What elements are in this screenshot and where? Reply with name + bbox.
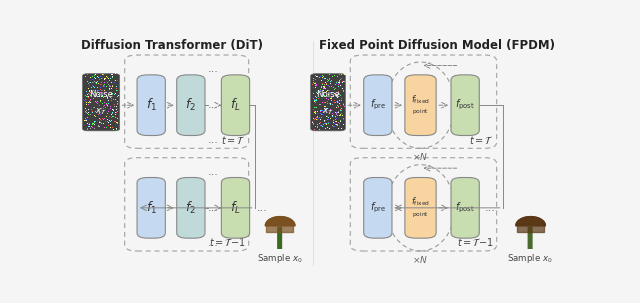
Text: Fixed Point Diffusion Model (FPDM): Fixed Point Diffusion Model (FPDM) xyxy=(319,39,555,52)
Text: $x_\mathcal{T}$: $x_\mathcal{T}$ xyxy=(322,106,334,117)
FancyBboxPatch shape xyxy=(177,75,205,135)
Text: $\times N$: $\times N$ xyxy=(413,151,429,162)
Text: $f_{\rm fixed}$
$_{\rm point}$: $f_{\rm fixed}$ $_{\rm point}$ xyxy=(411,196,430,220)
FancyBboxPatch shape xyxy=(364,178,392,238)
FancyBboxPatch shape xyxy=(451,178,479,238)
Text: $f_{\rm pre}$: $f_{\rm pre}$ xyxy=(370,201,386,215)
FancyBboxPatch shape xyxy=(405,178,436,238)
Text: ...: ... xyxy=(208,135,219,145)
Text: Noise: Noise xyxy=(89,90,113,99)
Text: $f_2$: $f_2$ xyxy=(186,200,196,216)
Text: $t = \mathcal{T}\!-\!1$: $t = \mathcal{T}\!-\!1$ xyxy=(458,236,494,248)
Text: ...: ... xyxy=(208,100,219,110)
FancyBboxPatch shape xyxy=(221,75,250,135)
Text: $f_{\rm post}$: $f_{\rm post}$ xyxy=(455,98,475,112)
Text: Diffusion Transformer (DiT): Diffusion Transformer (DiT) xyxy=(81,39,263,52)
Text: $f_{\rm post}$: $f_{\rm post}$ xyxy=(455,201,475,215)
Text: $f_{\rm pre}$: $f_{\rm pre}$ xyxy=(370,98,386,112)
Text: ...: ... xyxy=(485,203,496,213)
FancyBboxPatch shape xyxy=(451,75,479,135)
Text: $f_1$: $f_1$ xyxy=(146,97,157,113)
Text: Sample $x_0$: Sample $x_0$ xyxy=(507,252,553,265)
FancyBboxPatch shape xyxy=(364,75,392,135)
Text: $f_L$: $f_L$ xyxy=(230,97,241,113)
FancyBboxPatch shape xyxy=(221,178,250,238)
Text: $t = \mathcal{T}$: $t = \mathcal{T}$ xyxy=(469,134,494,145)
Text: Sample $x_0$: Sample $x_0$ xyxy=(257,252,302,265)
FancyBboxPatch shape xyxy=(137,178,165,238)
Text: $f_{\rm fixed}$
$_{\rm point}$: $f_{\rm fixed}$ $_{\rm point}$ xyxy=(411,93,430,117)
Text: $f_1$: $f_1$ xyxy=(146,200,157,216)
Text: ...: ... xyxy=(208,167,219,177)
FancyBboxPatch shape xyxy=(137,75,165,135)
Text: ...: ... xyxy=(208,64,219,74)
Text: $\times N$: $\times N$ xyxy=(413,254,429,265)
FancyBboxPatch shape xyxy=(310,74,346,131)
FancyBboxPatch shape xyxy=(405,75,436,135)
Text: $t = \mathcal{T}\!-\!1$: $t = \mathcal{T}\!-\!1$ xyxy=(209,236,246,248)
Text: $x_\mathcal{T}$: $x_\mathcal{T}$ xyxy=(95,106,107,117)
Text: $f_L$: $f_L$ xyxy=(230,200,241,216)
Text: Noise: Noise xyxy=(316,90,340,99)
Text: $f_2$: $f_2$ xyxy=(186,97,196,113)
Text: ...: ... xyxy=(208,203,219,213)
FancyBboxPatch shape xyxy=(83,74,120,131)
Text: ...: ... xyxy=(257,203,268,213)
FancyBboxPatch shape xyxy=(177,178,205,238)
Text: ...: ... xyxy=(208,238,219,248)
Text: $t = \mathcal{T}$: $t = \mathcal{T}$ xyxy=(221,134,246,145)
